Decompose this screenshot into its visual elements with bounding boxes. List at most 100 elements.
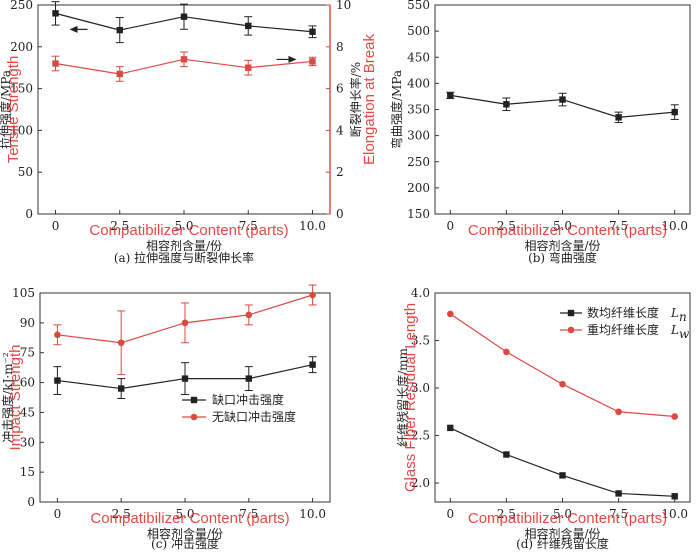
data-point: [309, 361, 316, 368]
y-tick-label: 150: [10, 82, 33, 96]
x-tick-label: 7.5: [609, 507, 628, 521]
y-tick-label: 30: [20, 435, 35, 449]
x-tick-label: 7.5: [609, 219, 628, 233]
y-tick-label: 200: [10, 40, 33, 54]
chart-a: 0 2.5 5.0 7.5 10.0 0 50 100 150 200 250 0 2 4 6 8 10 相容剂含…: [0, 0, 378, 265]
x-tick-label: 7.5: [239, 507, 258, 521]
x-axis-label-en: Compatibilizer Content (parts): [90, 510, 289, 527]
series-line: [450, 427, 675, 497]
y-tick-label: 75: [20, 346, 35, 360]
data-point: [671, 493, 678, 500]
y2-axis-label-en: Elongation at Break: [361, 34, 378, 165]
x-tick-label: 0: [446, 507, 454, 521]
data-point: [309, 28, 316, 35]
data-point: [54, 377, 61, 384]
y2-tick-label: 2: [336, 165, 344, 179]
data-point: [116, 70, 123, 78]
legend-marker: [567, 326, 575, 334]
chart-b: 0 2.5 5.0 7.5 10.0 150 200 250 300 350 400 450 500 55…: [389, 0, 691, 265]
y2-tick-label: 0: [336, 207, 344, 221]
plot-frame: [434, 4, 691, 215]
y-tick-label: 90: [20, 316, 35, 330]
x-axis-label: 相容剂含量/份: [147, 526, 223, 541]
data-point: [559, 96, 566, 103]
legend-label: 缺口冲击强度: [212, 392, 284, 407]
data-point: [118, 385, 125, 392]
y-axis-label-en: Glass Fiber Residual Length: [402, 303, 419, 492]
x-tick-label: 5.0: [553, 219, 572, 233]
y-axis-label: 弯曲强度/MPa: [389, 70, 404, 149]
y-tick-label: 550: [407, 0, 430, 12]
y-tick-label: 400: [407, 76, 430, 90]
panel-caption: (b) 弯曲强度: [528, 250, 597, 265]
legend-label: 重均纤维长度: [587, 322, 659, 337]
legend-label: 无缺口冲击强度: [212, 409, 296, 424]
x-tick-label: 0: [446, 219, 454, 233]
x-axis-label-en: Compatibilizer Content (parts): [468, 222, 667, 239]
data-point: [309, 291, 316, 299]
data-point: [180, 56, 188, 63]
data-point: [503, 348, 510, 356]
data-point: [54, 331, 61, 339]
x-axis-label-en: Compatibilizer Content (parts): [89, 222, 288, 239]
legend-marker: [190, 413, 198, 421]
legend-label: 数均纤维长度: [587, 305, 659, 320]
y2-axis-label: 断裂伸长率/%: [348, 62, 363, 137]
x-tick-label: 5.0: [175, 507, 194, 521]
data-point: [52, 60, 59, 67]
x-tick-label: 0: [52, 219, 60, 233]
x-tick-label: 2.5: [497, 507, 516, 521]
y-tick-label: 350: [407, 103, 430, 117]
data-point: [671, 108, 678, 116]
legend-marker: [567, 309, 575, 317]
y-tick-label: 300: [407, 129, 430, 143]
panel-caption: (c) 冲击强度: [151, 536, 219, 551]
arrow-right-head: [288, 55, 297, 63]
x-tick-label: 5.0: [553, 507, 572, 521]
x-axis-label: 相容剂含量/份: [146, 238, 222, 253]
data-point: [245, 375, 252, 382]
y-axis-label: 纤维残留长度/mm: [395, 347, 410, 446]
y2-tick-label: 8: [336, 40, 344, 54]
y-tick-label: 2.5: [411, 429, 430, 443]
data-point: [181, 319, 189, 327]
x-tick-label: 2.5: [497, 219, 516, 233]
legend-marker: [190, 396, 198, 404]
y-tick-label: 4.0: [411, 286, 430, 300]
x-axis-label: 相容剂含量/份: [524, 238, 600, 253]
x-tick-label: 5.0: [174, 219, 193, 233]
legend-subscript: n: [679, 310, 687, 324]
y-tick-label: 450: [407, 50, 430, 64]
y-axis-label-en: Impact Strength: [7, 345, 24, 451]
data-point: [180, 13, 188, 20]
x-tick-label: 7.5: [239, 219, 258, 233]
y-tick-label: 45: [20, 405, 35, 419]
y-tick-label: 15: [20, 465, 35, 479]
panel-caption: (a) 拉伸强度与断裂伸长率: [114, 250, 254, 265]
data-point: [245, 22, 252, 30]
y2-tick-label: 4: [336, 123, 344, 137]
data-point: [615, 114, 622, 121]
data-point: [117, 339, 125, 347]
y-tick-label: 0: [27, 495, 35, 509]
y-tick-label: 200: [407, 181, 430, 195]
y2-tick-label: 6: [336, 82, 344, 96]
y-axis-label-en: Tensile Strength: [5, 56, 22, 164]
data-point: [447, 424, 454, 432]
data-point: [559, 380, 566, 388]
x-tick-label: 0: [54, 507, 62, 521]
data-point: [181, 375, 189, 382]
data-point: [559, 472, 566, 479]
x-axis-label: 相容剂含量/份: [524, 526, 600, 541]
y-tick-label: 150: [407, 207, 430, 221]
y-tick-label: 250: [407, 155, 430, 169]
y-axis-label: 拉伸强度/MPa: [0, 70, 13, 149]
data-point: [245, 64, 252, 71]
y-tick-label: 3.0: [411, 381, 430, 395]
data-point: [615, 490, 622, 497]
arrow-left-head: [69, 25, 78, 33]
data-point: [503, 101, 510, 108]
x-tick-label: 10.0: [299, 507, 326, 521]
y-tick-label: 100: [10, 123, 33, 137]
